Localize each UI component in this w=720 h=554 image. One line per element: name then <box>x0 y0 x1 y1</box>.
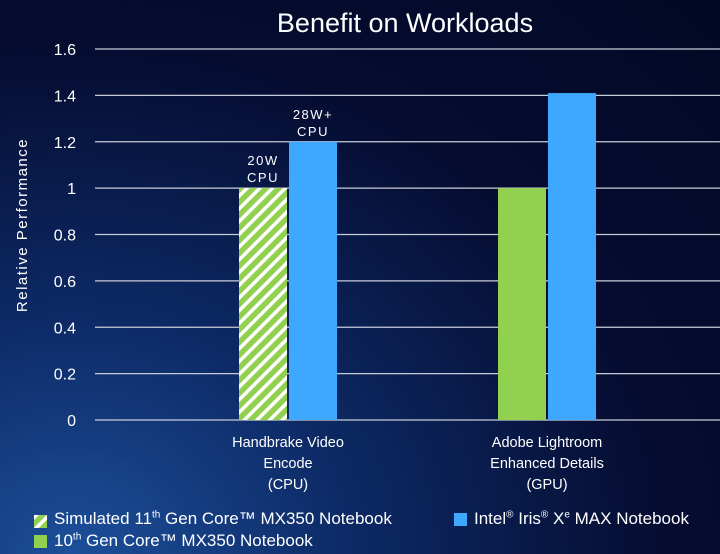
legend-label: Simulated 11th Gen Core™ MX350 Notebook <box>54 509 392 528</box>
data-annotation: 28W+ <box>293 107 333 122</box>
legend-swatch-blue <box>454 512 467 526</box>
y-tick-label: 0 <box>67 413 76 430</box>
x-tick-label: Handbrake Video <box>232 435 344 451</box>
y-tick-label: 0.6 <box>54 274 76 291</box>
data-annotation: CPU <box>297 124 329 139</box>
legend-item-tenth: 10th Gen Core™ MX350 Notebook <box>34 531 313 551</box>
bar-green <box>498 188 546 420</box>
x-tick-label: (GPU) <box>526 477 567 493</box>
bar-green <box>239 188 287 420</box>
legend-item-intel: Intel® Iris® Xe MAX Notebook <box>454 509 689 529</box>
y-tick-label: 0.4 <box>54 320 76 337</box>
y-tick-label: 0.2 <box>54 367 76 384</box>
bar-blue <box>548 93 596 421</box>
data-annotation: 20W <box>247 153 278 168</box>
data-annotation: CPU <box>247 170 279 185</box>
bar-blue <box>289 141 337 420</box>
y-tick-label: 1.6 <box>54 42 76 59</box>
legend-label: Intel® Iris® Xe MAX Notebook <box>474 509 689 528</box>
legend-swatch-green <box>34 534 47 548</box>
y-tick-label: 1.4 <box>54 88 76 105</box>
x-tick-label: Encode <box>263 456 312 472</box>
legend-item-simulated: Simulated 11th Gen Core™ MX350 Notebook <box>34 509 392 529</box>
x-tick-label: (CPU) <box>268 477 308 493</box>
legend-label: 10th Gen Core™ MX350 Notebook <box>54 531 313 550</box>
x-tick-label: Enhanced Details <box>490 456 604 472</box>
y-axis-label: Relative Performance <box>14 138 31 312</box>
legend-swatch-hatched <box>34 513 47 528</box>
y-tick-label: 1 <box>67 181 76 198</box>
y-tick-label: 1.2 <box>54 135 76 152</box>
x-tick-label: Adobe Lightroom <box>492 435 602 451</box>
y-tick-label: 0.8 <box>54 228 76 245</box>
chart-title: Benefit on Workloads <box>277 8 533 38</box>
